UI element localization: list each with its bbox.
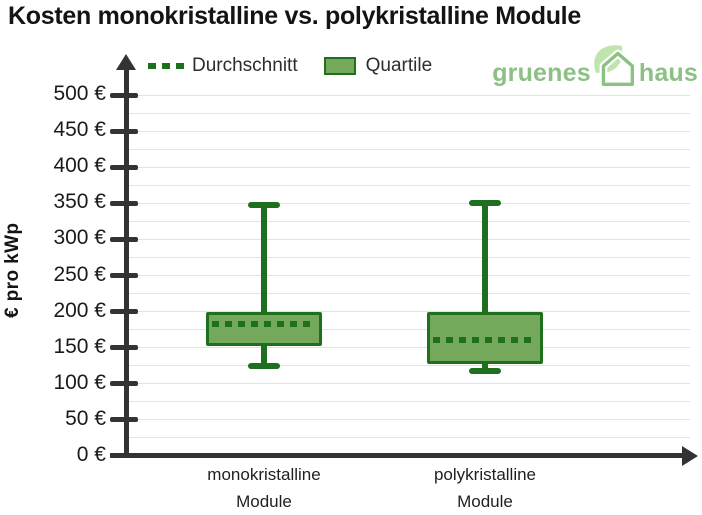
category-label: polykristalline Module (433, 465, 537, 511)
mean-dashed-line-icon (148, 63, 184, 69)
legend-mean-label: Durchschnitt (192, 55, 298, 76)
whisker-cap-max (248, 202, 280, 209)
mean-line (433, 337, 537, 344)
mean-line (212, 320, 316, 327)
gridline (127, 238, 690, 240)
gridline (127, 293, 690, 295)
gruenes-haus-logo: gruenes haus (492, 40, 698, 90)
quartile-box (206, 311, 322, 347)
gridline (127, 437, 690, 439)
gridline (127, 220, 690, 222)
gridline (127, 383, 690, 385)
y-tick-label: 0 € (76, 443, 106, 466)
gridline (127, 166, 690, 168)
y-tick-label: 350 € (53, 190, 106, 214)
gridline (127, 329, 690, 331)
whisker-upper (482, 203, 488, 313)
leaf-house-icon (594, 45, 637, 89)
whisker-cap-max (469, 200, 501, 207)
y-tick-label: 150 € (53, 334, 106, 358)
whisker-lower (261, 346, 267, 366)
whisker-lower (482, 364, 488, 371)
chart-legend: Durchschnitt Quartile (148, 54, 432, 78)
y-tick-label: 200 € (53, 298, 106, 322)
y-tick-label: 400 € (53, 154, 106, 178)
gridline (127, 148, 690, 150)
chart-title: Kosten monokristalline vs. polykristalli… (8, 2, 581, 30)
logo-text-gruenes: gruenes (492, 59, 591, 87)
gridline (127, 311, 690, 313)
gridline (127, 130, 690, 132)
whisker-cap-min (469, 367, 501, 374)
logo-text-haus: haus (638, 59, 698, 87)
whisker-cap-min (248, 362, 280, 369)
gridline (127, 184, 690, 186)
gridline (127, 112, 690, 114)
y-tick-label: 100 € (53, 370, 106, 394)
gridline (127, 347, 690, 349)
gridline (127, 94, 690, 96)
y-tick-label: 50 € (65, 406, 106, 430)
x-axis-line (110, 453, 684, 458)
gridline (127, 365, 690, 367)
y-axis-line (124, 68, 129, 458)
quartile-box-icon (323, 57, 356, 75)
y-tick-label: 500 € (53, 82, 106, 105)
y-tick-label: 450 € (53, 118, 106, 142)
gridline (127, 256, 690, 258)
gridline (127, 401, 690, 403)
gridline (127, 202, 690, 204)
category-label: monokristalline Module (207, 465, 321, 511)
y-tick-label: 300 € (53, 226, 106, 250)
gridline (127, 419, 690, 421)
whisker-upper (261, 205, 267, 312)
gridline (127, 275, 690, 276)
legend-quartile-label: Quartile (365, 55, 433, 76)
y-axis-arrow-icon (116, 54, 136, 70)
x-axis-arrow-icon (682, 446, 698, 466)
y-tick-label: 250 € (53, 262, 106, 286)
